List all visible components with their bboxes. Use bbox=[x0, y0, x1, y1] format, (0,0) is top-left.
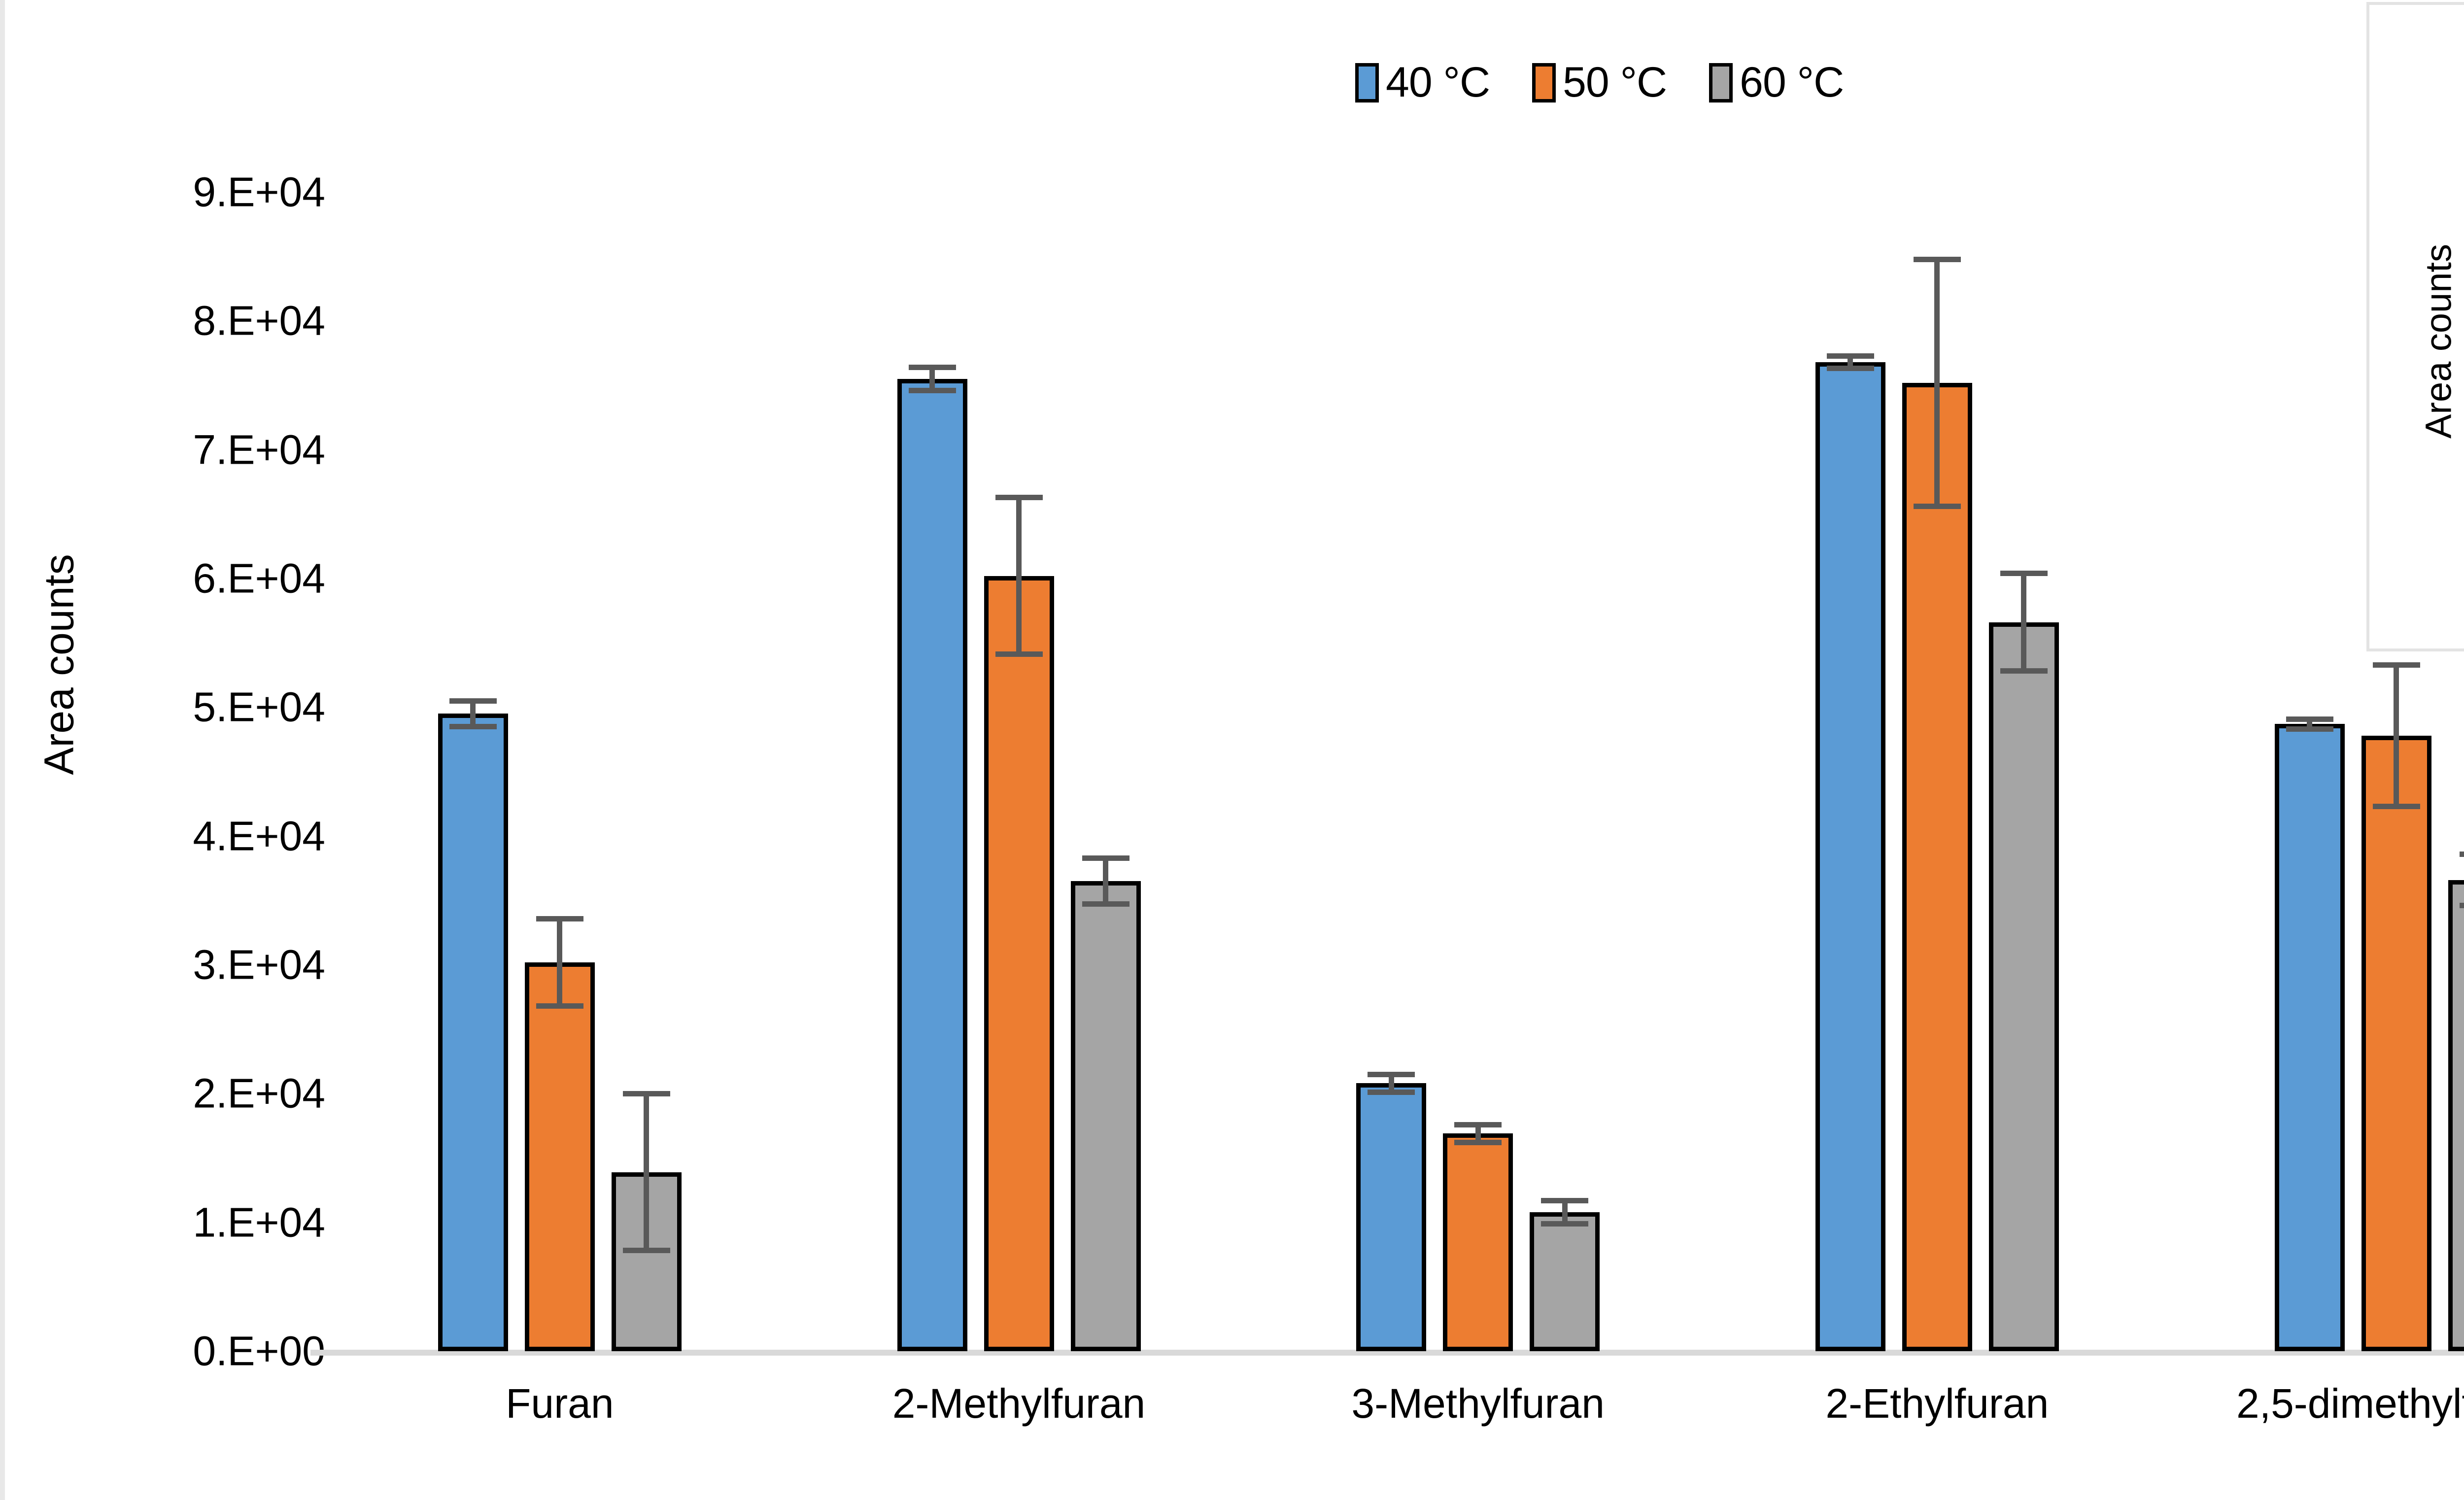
bar-column bbox=[1530, 1198, 1600, 1351]
y-axis-tick-labels: 9.E+04 8.E+04 7.E+04 6.E+04 5.E+04 4.E+04 3.E+… bbox=[89, 0, 325, 1500]
bar-column bbox=[1443, 1122, 1513, 1351]
inset-panel: 40 °C 50 °C 60 °C Area counts 0100020003… bbox=[2366, 2, 2464, 651]
bar-column bbox=[2274, 716, 2345, 1351]
y-tick-label: 1.E+04 bbox=[193, 1199, 325, 1246]
y-tick-label: 3.E+04 bbox=[193, 941, 325, 988]
x-tick-label: 2,5-dimethylfuran bbox=[2236, 1380, 2464, 1427]
bar-group bbox=[2167, 192, 2464, 1351]
x-axis-tick-labels: Furan 2-Methylfuran 3-Methylfuran 2-Ethylfu… bbox=[330, 1380, 2464, 1428]
bar-2-methylfuran-50c[interactable] bbox=[984, 576, 1054, 1351]
legend-swatch-50c bbox=[1532, 63, 1556, 102]
x-tick-label: Furan bbox=[506, 1380, 614, 1427]
bar-column bbox=[897, 365, 967, 1351]
bar-column bbox=[2361, 662, 2431, 1351]
bar-2-ethylfuran-40c[interactable] bbox=[1815, 362, 1885, 1351]
inset-y-tick-label: 3000 bbox=[2438, 272, 2464, 314]
x-tick-label: 2-Methylfuran bbox=[892, 1380, 1146, 1427]
bar-group bbox=[1248, 192, 1708, 1351]
y-axis-title: Area counts bbox=[35, 554, 82, 775]
legend-label-50c: 50 °C bbox=[1563, 59, 1667, 106]
y-tick-label: 9.E+04 bbox=[193, 169, 325, 215]
bar-group bbox=[789, 192, 1249, 1351]
legend-label-40c: 40 °C bbox=[1386, 59, 1490, 106]
bar-2-5-dimethylfuran-60c[interactable] bbox=[2448, 880, 2464, 1351]
inset-y-tick-label: 2000 bbox=[2438, 363, 2464, 405]
x-tick-label: 3-Methylfuran bbox=[1351, 1380, 1605, 1427]
bar-group bbox=[330, 192, 789, 1351]
bar-column bbox=[611, 1091, 682, 1351]
y-tick-label: 8.E+04 bbox=[193, 297, 325, 344]
bar-3-methylfuran-50c[interactable] bbox=[1443, 1133, 1513, 1351]
y-tick-label: 4.E+04 bbox=[193, 813, 325, 859]
bar-column bbox=[438, 698, 508, 1351]
inset-y-tick-label: 1000 bbox=[2438, 453, 2464, 495]
bar-column bbox=[1902, 256, 1972, 1351]
bar-column bbox=[524, 916, 595, 1351]
bar-2-ethylfuran-60c[interactable] bbox=[1988, 622, 2059, 1351]
bar-3-methylfuran-40c[interactable] bbox=[1356, 1083, 1427, 1351]
legend-swatch-40c bbox=[1355, 63, 1379, 102]
bar-column bbox=[1988, 571, 2059, 1351]
inset-y-tick-label: 4000 bbox=[2438, 181, 2464, 223]
bar-column bbox=[1070, 855, 1141, 1351]
bar-column bbox=[984, 495, 1054, 1351]
y-tick-label: 0.E+00 bbox=[193, 1328, 325, 1374]
bar-column bbox=[1356, 1071, 1427, 1351]
y-tick-label: 7.E+04 bbox=[193, 426, 325, 473]
y-tick-label: 5.E+04 bbox=[193, 683, 325, 730]
x-axis-line bbox=[310, 1350, 2464, 1356]
main-plot-area bbox=[310, 192, 2464, 1356]
bar-column bbox=[1815, 353, 1885, 1351]
legend-item-60c[interactable]: 60 °C bbox=[1709, 58, 1844, 107]
inset-x-axis-label: 2-Pentylfuran bbox=[2369, 586, 2464, 628]
x-tick-label: 2-Ethylfuran bbox=[1825, 1380, 2049, 1427]
legend-swatch-60c bbox=[1709, 63, 1733, 102]
y-tick-label: 2.E+04 bbox=[193, 1070, 325, 1117]
bar-2-5-dimethylfuran-40c[interactable] bbox=[2274, 724, 2345, 1351]
bar-2-methylfuran-40c[interactable] bbox=[897, 378, 967, 1351]
bar-furan-50c[interactable] bbox=[524, 962, 595, 1351]
bar-column bbox=[2448, 852, 2464, 1351]
legend-item-40c[interactable]: 40 °C bbox=[1355, 58, 1490, 107]
bar-groups bbox=[330, 192, 2464, 1351]
y-tick-label: 6.E+04 bbox=[193, 555, 325, 602]
legend-label-60c: 60 °C bbox=[1740, 59, 1844, 106]
legend-item-50c[interactable]: 50 °C bbox=[1532, 58, 1667, 107]
bar-3-methylfuran-60c[interactable] bbox=[1530, 1212, 1600, 1351]
bar-furan-40c[interactable] bbox=[438, 714, 508, 1351]
inset-y-tick-label: 5000 bbox=[2438, 91, 2464, 133]
bar-furan-60c[interactable] bbox=[611, 1172, 682, 1351]
bar-2-5-dimethylfuran-50c[interactable] bbox=[2361, 735, 2431, 1351]
bar-2-methylfuran-60c[interactable] bbox=[1070, 881, 1141, 1351]
bar-2-ethylfuran-50c[interactable] bbox=[1902, 382, 1972, 1351]
bar-group bbox=[1708, 192, 2167, 1351]
inset-y-axis-tick-labels: 0 1000 2000 3000 4000 5000 bbox=[2438, 5, 2464, 654]
main-chart-legend: 40 °C 50 °C 60 °C bbox=[1355, 58, 1844, 107]
inset-y-tick-label: 0 bbox=[2438, 544, 2464, 586]
